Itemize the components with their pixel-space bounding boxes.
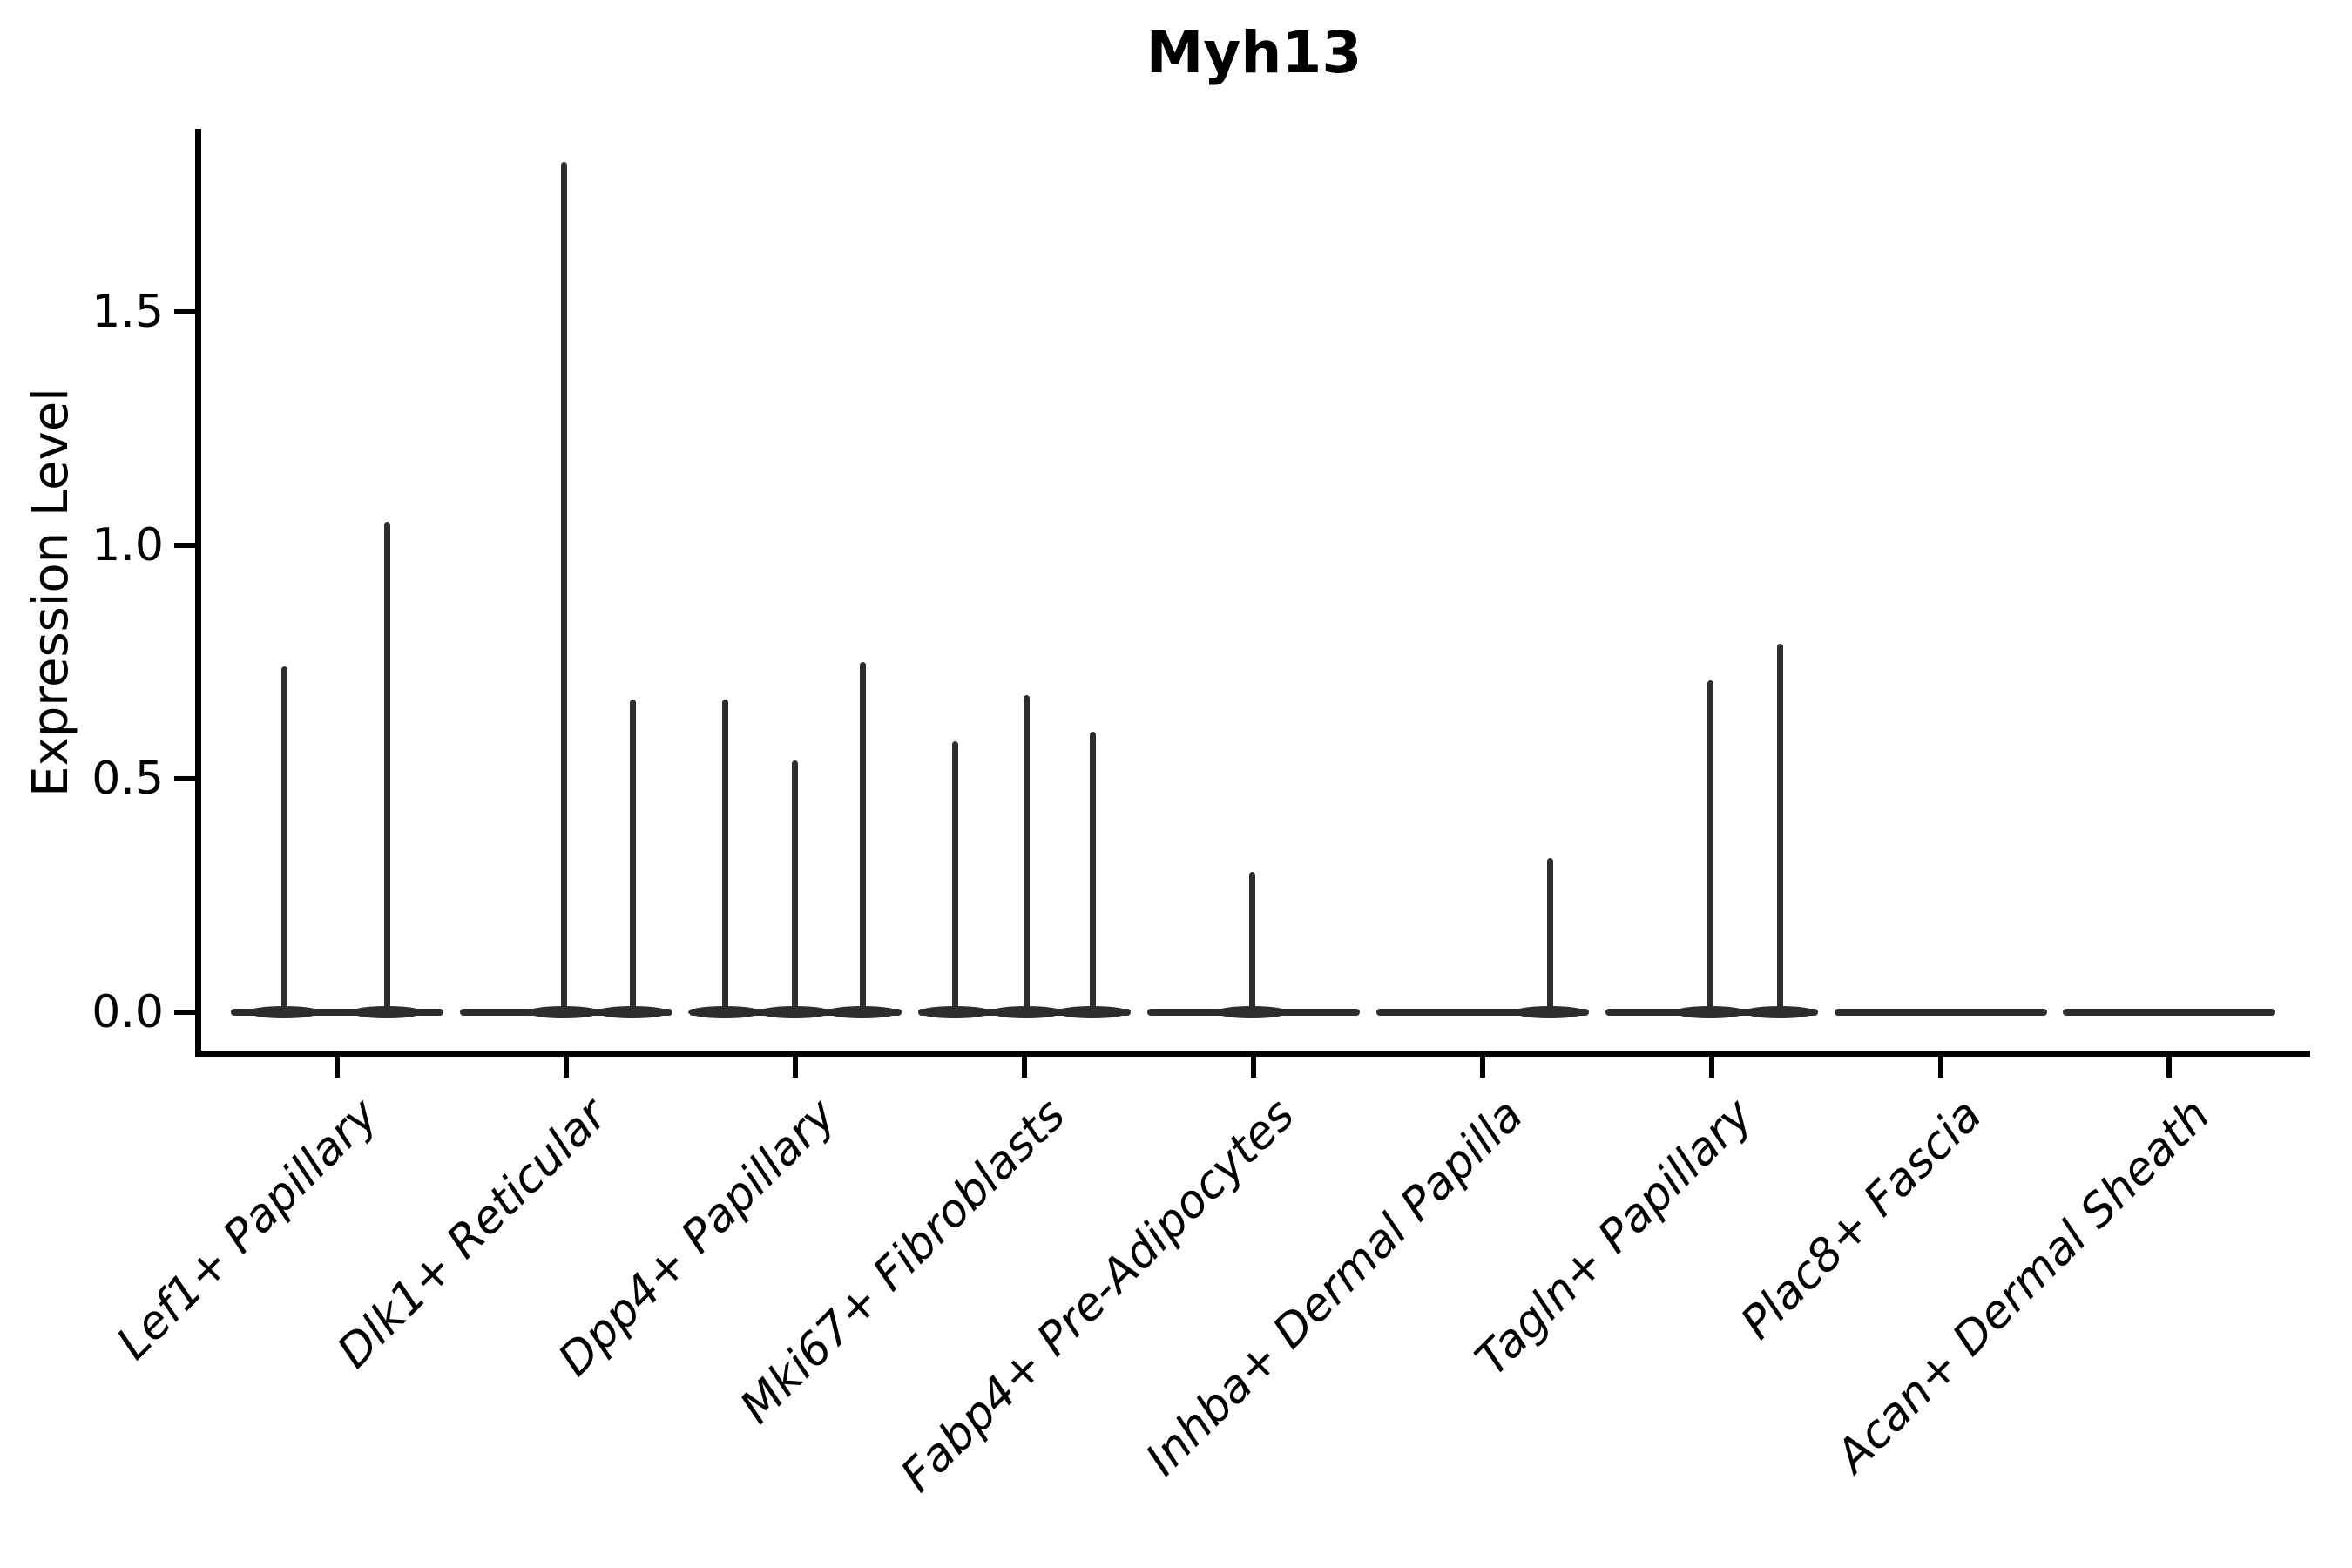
- violin-baseline: [1835, 1009, 2047, 1016]
- x-tick-label: Inhba+ Dermal Papilla: [1136, 1089, 1534, 1486]
- violin-body-bump: [1743, 1006, 1816, 1018]
- y-axis-spine: [195, 129, 201, 1057]
- violin-max-spike: [1249, 872, 1255, 1012]
- violin-max-spike: [952, 741, 958, 1012]
- x-tick-mark: [1709, 1057, 1714, 1078]
- x-tick-mark: [793, 1057, 798, 1078]
- violin-max-spike: [1024, 695, 1030, 1012]
- x-tick-mark: [1022, 1057, 1027, 1078]
- violin-max-spike: [384, 522, 390, 1012]
- violin-max-spike: [722, 700, 728, 1012]
- violin-max-spike: [630, 700, 636, 1012]
- x-tick-label: Acan+ Dermal Sheath: [1826, 1089, 2220, 1483]
- x-tick-label: Fabp4+ Pre-Adipocytes: [890, 1089, 1305, 1503]
- violin-baseline: [1376, 1009, 1589, 1016]
- violin-body-bump: [826, 1006, 899, 1018]
- violin-max-spike: [561, 162, 567, 1012]
- x-tick-mark: [564, 1057, 569, 1078]
- y-tick-mark: [174, 543, 195, 548]
- y-tick-mark: [174, 776, 195, 781]
- x-tick-mark: [1480, 1057, 1485, 1078]
- violin-max-spike: [281, 666, 287, 1012]
- violin-max-spike: [860, 662, 866, 1012]
- violin-body-bump: [688, 1006, 761, 1018]
- x-axis-spine: [195, 1051, 2310, 1057]
- y-tick-mark: [174, 1010, 195, 1015]
- violin-body-bump: [247, 1006, 321, 1018]
- y-tick-label: 1.5: [91, 286, 164, 338]
- x-tick-mark: [1251, 1057, 1256, 1078]
- violin-max-spike: [1090, 732, 1096, 1012]
- violin-max-spike: [792, 760, 798, 1012]
- violin-baseline: [2063, 1009, 2275, 1016]
- x-tick-mark: [335, 1057, 340, 1078]
- violin-body-bump: [350, 1006, 423, 1018]
- violin-baseline: [231, 1009, 443, 1016]
- y-tick-label: 0.0: [91, 986, 164, 1038]
- violin-body-bump: [527, 1006, 600, 1018]
- violin-max-spike: [1547, 858, 1553, 1012]
- x-tick-mark: [1938, 1057, 1943, 1078]
- plot-title: Myh13: [1146, 19, 1362, 86]
- violin-max-spike: [1707, 680, 1713, 1012]
- violin-body-bump: [758, 1006, 831, 1018]
- y-tick-label: 1.0: [91, 519, 164, 571]
- violin-max-spike: [1777, 644, 1783, 1012]
- violin-body-bump: [596, 1006, 669, 1018]
- violin-body-bump: [1513, 1006, 1586, 1018]
- x-tick-mark: [2166, 1057, 2172, 1078]
- y-tick-mark: [174, 309, 195, 314]
- violin-body-bump: [990, 1006, 1063, 1018]
- violin-body-bump: [1056, 1006, 1129, 1018]
- x-tick-label: Plac8+ Fascia: [1731, 1089, 1992, 1350]
- violin-body-bump: [918, 1006, 991, 1018]
- violin-body-bump: [1673, 1006, 1747, 1018]
- violin-body-bump: [1215, 1006, 1288, 1018]
- y-tick-label: 0.5: [91, 753, 164, 805]
